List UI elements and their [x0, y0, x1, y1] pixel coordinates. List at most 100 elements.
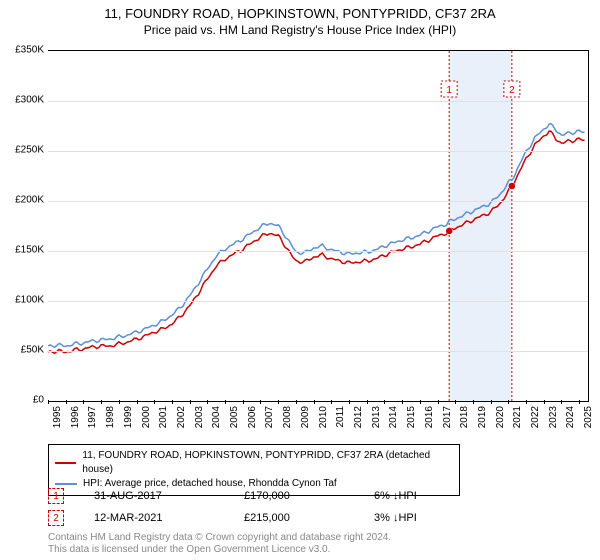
sale-date-1: 31-AUG-2017 [94, 490, 214, 502]
legend-label: 11, FOUNDRY ROAD, HOPKINSTOWN, PONTYPRID… [82, 449, 453, 477]
x-tick-mark [508, 400, 509, 404]
legend-swatch [55, 483, 77, 485]
x-tick-label: 2023 [548, 406, 559, 428]
x-tick-mark [384, 400, 385, 404]
x-tick-mark [172, 400, 173, 404]
x-tick-mark [561, 400, 562, 404]
sale-price-1: £170,000 [244, 490, 344, 502]
x-tick-label: 2019 [477, 406, 488, 428]
x-tick-mark [349, 400, 350, 404]
sale-row-2: 2 12-MAR-2021 £215,000 3%HPI [48, 510, 464, 526]
x-tick-label: 2017 [442, 406, 453, 428]
y-tick-label: £350K [15, 45, 44, 56]
x-tick-label: 2024 [565, 406, 576, 428]
x-tick-label: 2022 [530, 406, 541, 428]
x-tick-label: 1996 [70, 406, 81, 428]
x-tick-label: 2000 [141, 406, 152, 428]
chart-title: 11, FOUNDRY ROAD, HOPKINSTOWN, PONTYPRID… [0, 6, 600, 21]
y-tick-label: £150K [15, 245, 44, 256]
x-tick-mark [455, 400, 456, 404]
sale-price-2: £215,000 [244, 512, 344, 524]
x-tick-mark [119, 400, 120, 404]
x-tick-label: 2013 [371, 406, 382, 428]
x-tick-label: 2012 [353, 406, 364, 428]
gridline [48, 201, 588, 202]
x-tick-mark [544, 400, 545, 404]
x-tick-label: 1997 [87, 406, 98, 428]
event-label-1: 1 [446, 85, 452, 96]
x-tick-label: 1995 [52, 406, 63, 428]
x-tick-mark [420, 400, 421, 404]
x-tick-mark [438, 400, 439, 404]
x-tick-label: 2006 [247, 406, 258, 428]
x-tick-mark [101, 400, 102, 404]
chart-subtitle: Price paid vs. HM Land Registry's House … [0, 23, 600, 37]
title-block: 11, FOUNDRY ROAD, HOPKINSTOWN, PONTYPRID… [0, 0, 600, 37]
footer-line-1: Contains HM Land Registry data © Crown c… [48, 532, 391, 544]
gridline [48, 151, 588, 152]
sale-marker-2: 2 [48, 510, 64, 526]
chart-plot-area: 12 [48, 50, 589, 402]
x-tick-mark [137, 400, 138, 404]
x-tick-mark [296, 400, 297, 404]
x-tick-label: 2021 [512, 406, 523, 428]
legend-row: 11, FOUNDRY ROAD, HOPKINSTOWN, PONTYPRID… [55, 449, 453, 477]
y-tick-label: £300K [15, 95, 44, 106]
y-tick-label: £50K [21, 345, 44, 356]
sale-marker-1: 1 [48, 488, 64, 504]
x-tick-label: 1999 [123, 406, 134, 428]
x-tick-mark [154, 400, 155, 404]
x-tick-label: 2014 [388, 406, 399, 428]
footer-line-2: This data is licensed under the Open Gov… [48, 544, 330, 556]
x-tick-mark [314, 400, 315, 404]
sale-delta-1: 6%HPI [374, 490, 464, 502]
gridline [48, 301, 588, 302]
y-tick-label: £200K [15, 195, 44, 206]
x-tick-mark [207, 400, 208, 404]
gridline [48, 101, 588, 102]
gridline [48, 351, 588, 352]
chart-container: 11, FOUNDRY ROAD, HOPKINSTOWN, PONTYPRID… [0, 0, 600, 560]
x-tick-mark [48, 400, 49, 404]
x-tick-mark [331, 400, 332, 404]
x-tick-mark [66, 400, 67, 404]
event-label-2: 2 [509, 85, 515, 96]
x-tick-label: 2010 [318, 406, 329, 428]
x-tick-label: 2015 [406, 406, 417, 428]
x-tick-mark [491, 400, 492, 404]
x-tick-label: 2007 [264, 406, 275, 428]
chart-svg: 12 [48, 51, 588, 401]
x-tick-mark [225, 400, 226, 404]
y-tick-label: £250K [15, 145, 44, 156]
x-tick-label: 2008 [282, 406, 293, 428]
sale-row-1: 1 31-AUG-2017 £170,000 6%HPI [48, 488, 464, 504]
x-tick-label: 2001 [158, 406, 169, 428]
gridline [48, 251, 588, 252]
x-tick-label: 2003 [194, 406, 205, 428]
x-tick-mark [83, 400, 84, 404]
sale-delta-2: 3%HPI [374, 512, 464, 524]
x-tick-mark [260, 400, 261, 404]
x-tick-mark [526, 400, 527, 404]
x-tick-label: 2009 [300, 406, 311, 428]
x-tick-mark [579, 400, 580, 404]
x-tick-label: 2004 [211, 406, 222, 428]
legend-swatch [55, 462, 76, 464]
y-tick-label: £100K [15, 295, 44, 306]
x-tick-label: 2020 [495, 406, 506, 428]
sale-date-2: 12-MAR-2021 [94, 512, 214, 524]
x-tick-mark [402, 400, 403, 404]
x-tick-label: 2025 [583, 406, 594, 428]
x-tick-label: 2016 [424, 406, 435, 428]
x-tick-mark [190, 400, 191, 404]
x-tick-mark [367, 400, 368, 404]
event-marker-2 [508, 183, 515, 190]
event-marker-1 [446, 228, 453, 235]
x-tick-mark [473, 400, 474, 404]
x-tick-label: 2018 [459, 406, 470, 428]
x-tick-mark [278, 400, 279, 404]
x-tick-label: 2002 [176, 406, 187, 428]
y-tick-label: £0 [33, 395, 44, 406]
x-axis: 1995199619971998199920002001200220032004… [48, 400, 588, 440]
y-axis: £0£50K£100K£150K£200K£250K£300K£350K [0, 50, 48, 400]
